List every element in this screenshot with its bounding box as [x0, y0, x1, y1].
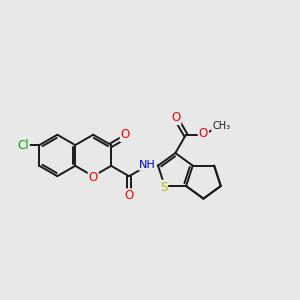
Text: O: O: [88, 171, 98, 184]
Text: O: O: [121, 128, 130, 141]
Text: O: O: [124, 189, 134, 202]
Text: Cl: Cl: [17, 139, 29, 152]
Text: S: S: [160, 181, 167, 194]
Text: NH: NH: [139, 160, 156, 170]
Text: O: O: [171, 111, 181, 124]
Text: O: O: [199, 128, 208, 140]
Text: CH₃: CH₃: [212, 121, 230, 131]
